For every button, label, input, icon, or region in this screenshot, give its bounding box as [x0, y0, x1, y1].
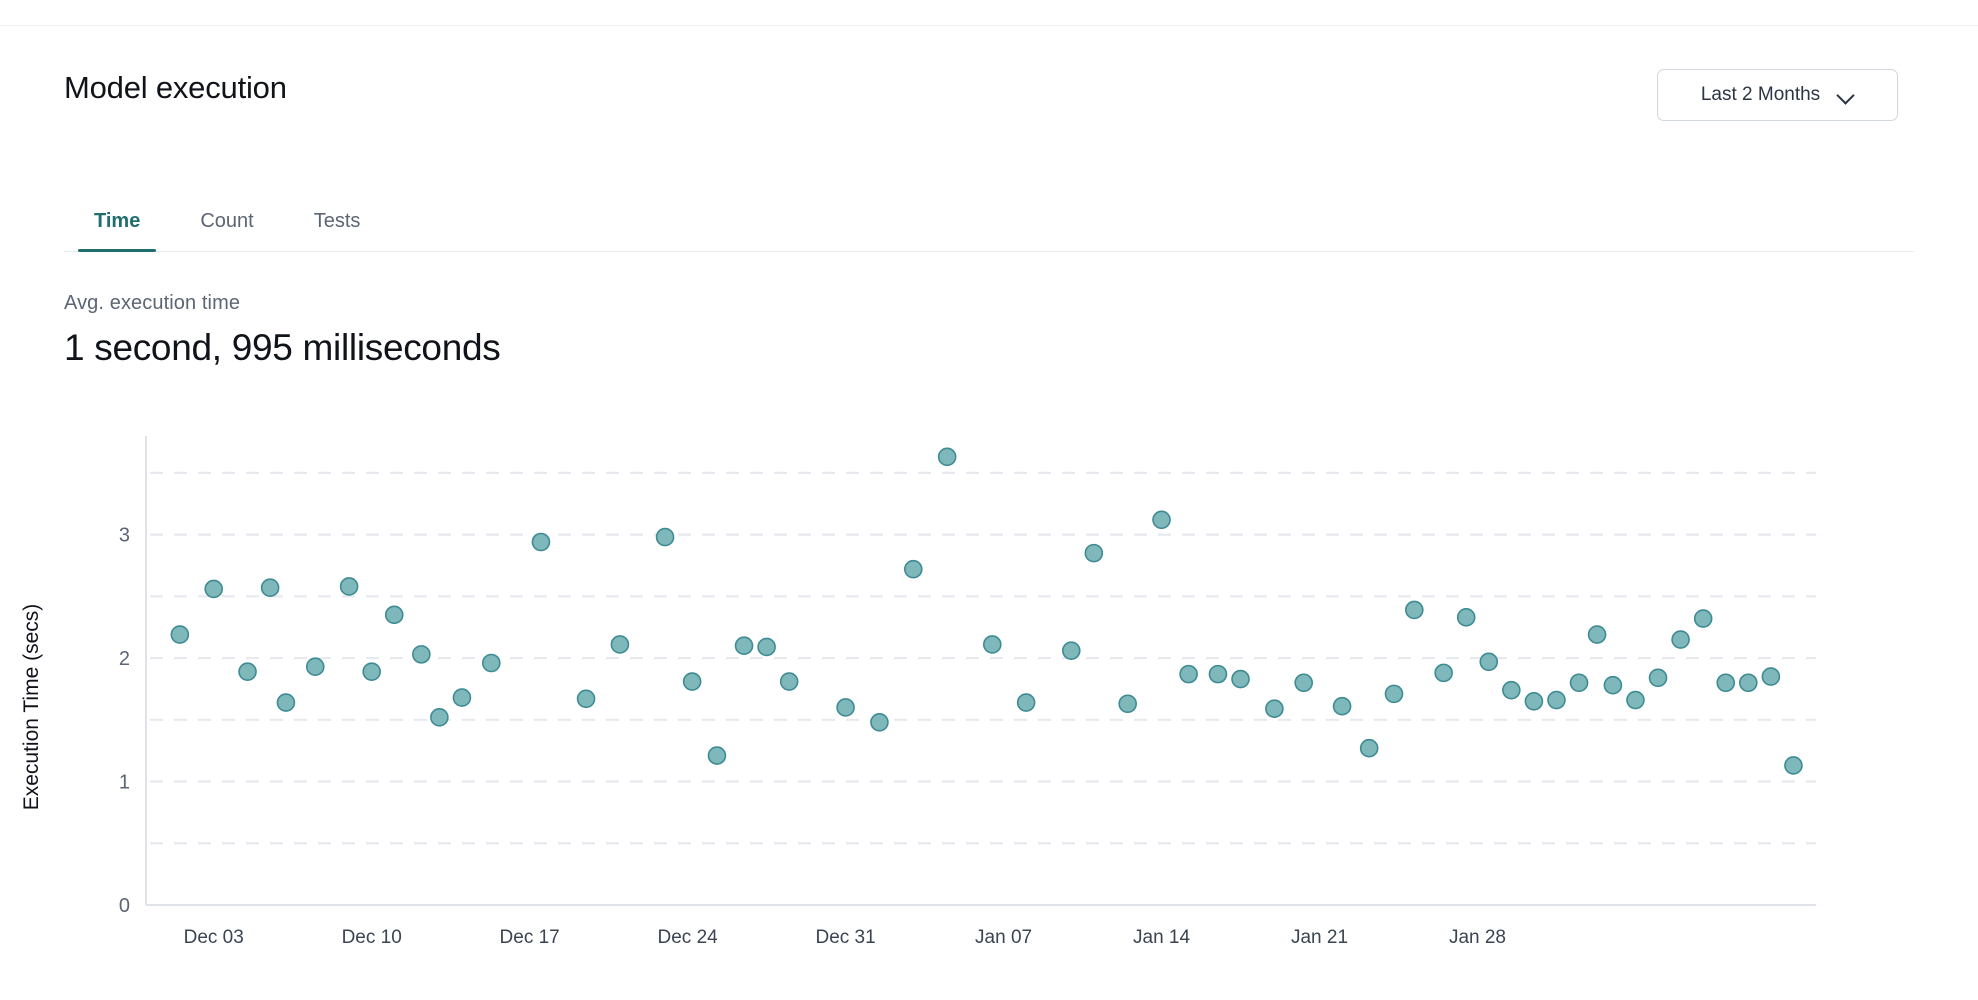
data-point[interactable]: 2.19 s: [170, 625, 190, 644]
data-point[interactable]: 1.65 s: [1524, 691, 1544, 711]
data-point[interactable]: 1.81 s: [779, 672, 799, 691]
data-point[interactable]: 2.06 s: [1061, 641, 1081, 660]
y-tick-label: 1: [119, 772, 130, 794]
y-tick-label: 3: [119, 525, 130, 547]
chevron-down-icon: [1838, 87, 1854, 103]
top-divider: [0, 25, 1978, 26]
x-tick-label: Dec 03: [184, 927, 244, 948]
data-point[interactable]: 2.09 s: [757, 637, 776, 657]
page-title: Model execution: [64, 70, 287, 105]
x-tick-label: Jan 07: [975, 927, 1032, 948]
x-tick-label: Dec 10: [342, 927, 402, 948]
data-point[interactable]: 1.87 s: [1208, 664, 1228, 684]
data-point[interactable]: 1.96 s: [481, 653, 501, 673]
data-point[interactable]: 1.74 s: [1502, 680, 1521, 700]
data-point[interactable]: 1.66 s: [1626, 690, 1645, 710]
data-point[interactable]: 3.12 s: [1152, 510, 1171, 530]
metric-label: Avg. execution time: [64, 292, 241, 314]
data-point[interactable]: 1.85 s: [1761, 667, 1781, 686]
x-tick-label: Dec 31: [815, 927, 875, 948]
x-tick-label: Jan 28: [1449, 927, 1506, 948]
data-point[interactable]: 1.59 s: [1265, 699, 1284, 718]
data-point[interactable]: 2.85 s: [1084, 543, 1104, 563]
data-point[interactable]: 1.64 s: [1016, 693, 1036, 712]
data-point[interactable]: 1.67 s: [576, 689, 596, 709]
x-tick-label: Jan 21: [1291, 927, 1348, 948]
data-point[interactable]: 1.83 s: [1231, 669, 1250, 689]
data-point[interactable]: 1.8 s: [1738, 673, 1758, 693]
data-point[interactable]: 1.8 s: [1716, 673, 1736, 693]
data-point[interactable]: 1.27 s: [1359, 738, 1379, 758]
data-point[interactable]: 1.81 s: [682, 672, 702, 691]
data-point[interactable]: 1.93 s: [305, 657, 325, 677]
scatter-plot-svg[interactable]: 0 1 2 3 Dec 03 Dec 10 Dec 17 Dec 24 Dec 31 Jan 07…: [0, 430, 1978, 970]
execution-time-chart: Execution Time (secs) 0 1 2 3 Dec 03 Dec 10 De…: [0, 430, 1978, 970]
data-point[interactable]: 3.63 s: [937, 447, 957, 467]
data-point[interactable]: 1.89 s: [362, 662, 381, 681]
data-point[interactable]: 1.97 s: [1479, 652, 1499, 672]
data-point[interactable]: 2.94 s: [531, 532, 551, 552]
data-point[interactable]: 2.32 s: [1693, 609, 1713, 628]
tab-time[interactable]: Time: [64, 210, 170, 252]
tab-bar: Time Count Tests: [0, 186, 1978, 252]
x-tick-label: Dec 24: [658, 927, 719, 948]
date-range-label: Last 2 Months: [1700, 84, 1821, 105]
data-point[interactable]: 1.84 s: [1648, 668, 1668, 688]
data-point[interactable]: 1.13 s: [1784, 756, 1803, 775]
data-point[interactable]: 2.57 s: [260, 578, 280, 597]
data-point[interactable]: 2.58 s: [339, 577, 359, 596]
data-point[interactable]: 1.89 s: [238, 662, 257, 681]
data-point[interactable]: 1.63 s: [1118, 694, 1137, 714]
data-point[interactable]: 1.66 s: [1547, 690, 1566, 710]
data-point[interactable]: 1.8 s: [1569, 673, 1589, 693]
data-point[interactable]: 1.8 s: [1294, 673, 1314, 693]
data-point[interactable]: 2.19 s: [1587, 625, 1607, 644]
data-point[interactable]: 1.48 s: [870, 712, 889, 732]
tab-baseline: [64, 251, 1914, 252]
data-point[interactable]: 1.68 s: [452, 688, 472, 707]
data-point[interactable]: 2.35 s: [384, 605, 404, 625]
tab-list: Time Count Tests: [64, 210, 390, 252]
data-point[interactable]: 1.88 s: [1434, 663, 1453, 683]
data-point[interactable]: 1.87 s: [1179, 664, 1198, 684]
data-point[interactable]: 1.6 s: [836, 698, 855, 717]
data-point[interactable]: 1.78 s: [1603, 675, 1623, 695]
data-point[interactable]: 1.64 s: [276, 693, 296, 712]
data-point[interactable]: 2.11 s: [982, 635, 1002, 654]
data-point[interactable]: 2.72 s: [903, 559, 923, 579]
date-range-dropdown[interactable]: Last 2 Months: [1657, 69, 1898, 121]
tab-count[interactable]: Count: [170, 210, 283, 252]
data-point[interactable]: 2.03 s: [412, 645, 431, 664]
data-point[interactable]: 2.15 s: [1671, 630, 1690, 649]
page-header: Model execution Last 2 Months: [0, 52, 1978, 132]
y-tick-label: 2: [119, 648, 130, 670]
x-tick-label: Dec 17: [500, 927, 560, 948]
y-tick-label: 0: [119, 895, 130, 917]
data-point[interactable]: 2.1 s: [734, 636, 754, 656]
data-point[interactable]: 1.21 s: [707, 746, 727, 765]
metric-summary: Avg. execution time 1 second, 995 millis…: [64, 292, 501, 369]
x-tick-label: Jan 14: [1133, 927, 1190, 948]
data-point[interactable]: 2.11 s: [610, 635, 630, 654]
data-point[interactable]: 1.71 s: [1384, 684, 1404, 704]
data-point[interactable]: 1.52 s: [430, 708, 449, 727]
data-point[interactable]: 1.61 s: [1332, 696, 1352, 716]
data-point[interactable]: 2.39 s: [1404, 600, 1424, 620]
tab-tests[interactable]: Tests: [284, 210, 391, 252]
data-point[interactable]: 2.33 s: [1456, 608, 1476, 627]
data-point[interactable]: 2.56 s: [204, 579, 224, 599]
metric-value: 1 second, 995 milliseconds: [64, 327, 501, 368]
data-point[interactable]: 2.98 s: [655, 527, 675, 547]
